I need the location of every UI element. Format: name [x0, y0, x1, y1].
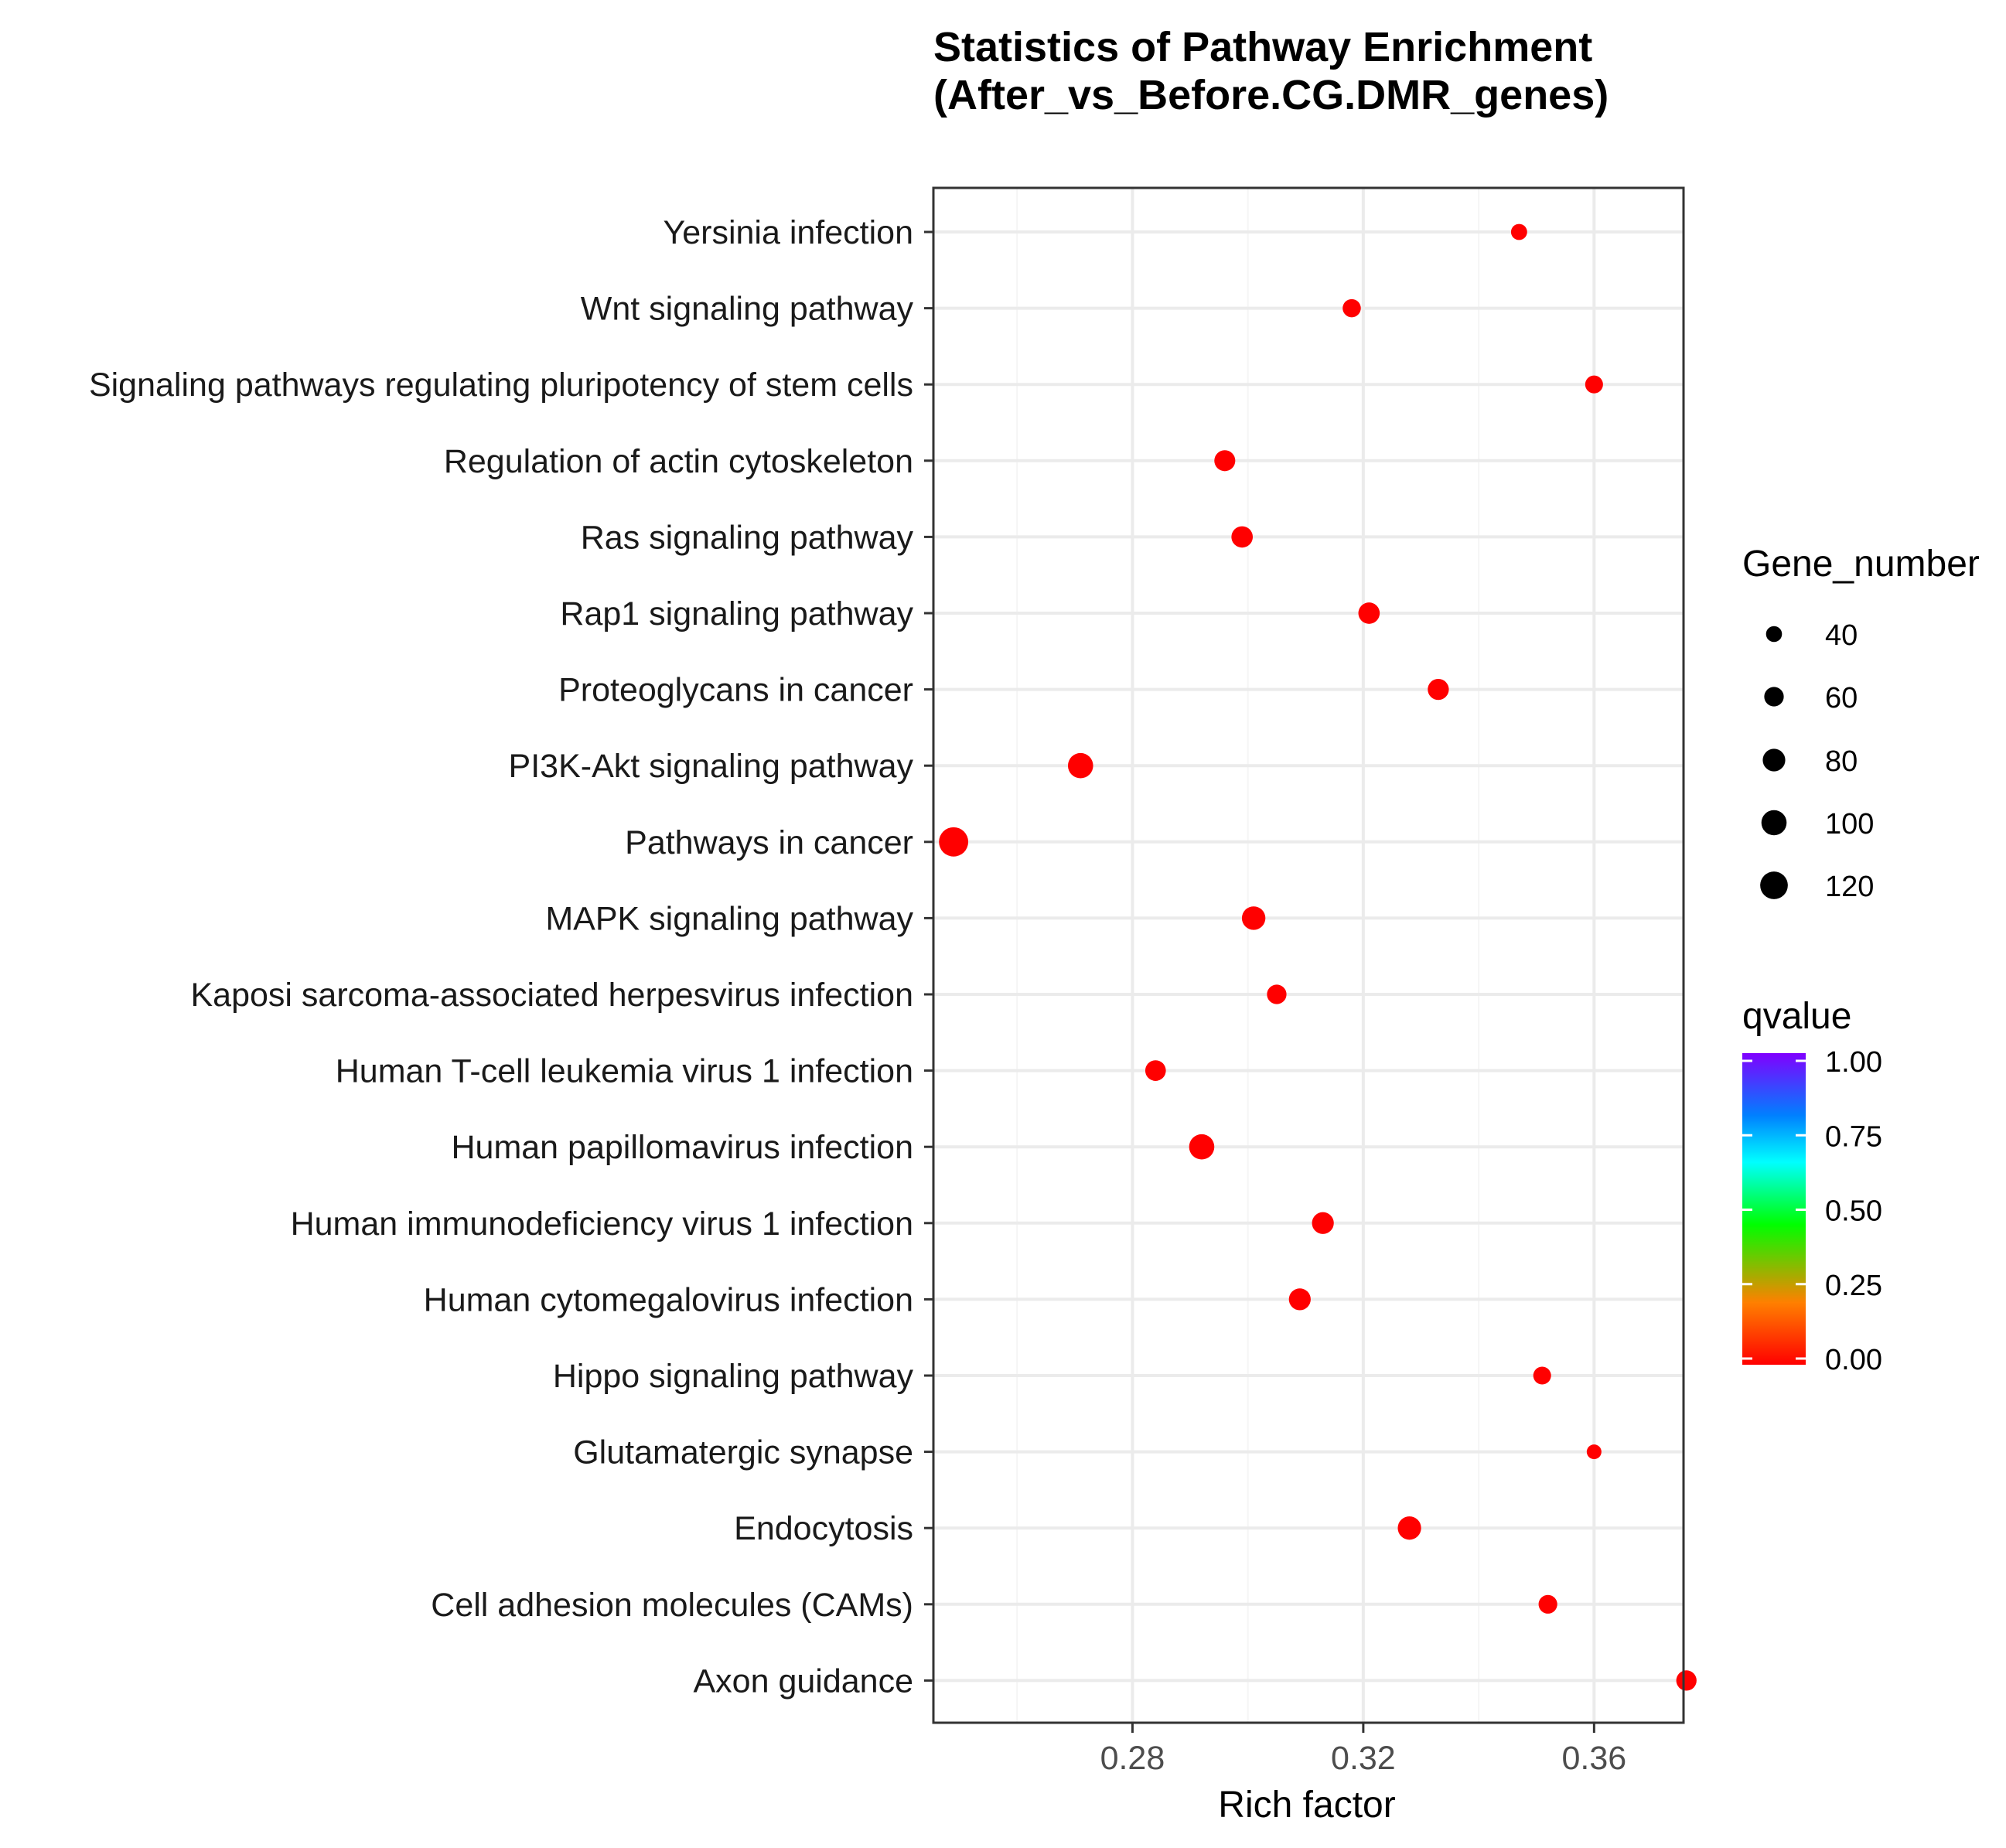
data-point [1342, 298, 1361, 318]
x-axis-title: Rich factor [1218, 1785, 1395, 1826]
size-legend-label: 60 [1825, 682, 1858, 714]
size-legend-key [1762, 748, 1786, 772]
y-tick-label: Endocytosis [734, 1510, 913, 1547]
y-tick-label: MAPK signaling pathway [545, 900, 913, 937]
y-axis: Yersinia infection Wnt signaling pathway S… [89, 214, 933, 1700]
chart-title: Statistics of Pathway Enrichment [933, 24, 1593, 70]
colorbar-label: 0.75 [1825, 1120, 1882, 1153]
chart-title-block: Statistics of Pathway Enrichment (After_… [933, 23, 1609, 119]
data-point [1214, 450, 1236, 472]
y-tick-label: PI3K-Akt signaling pathway [509, 748, 914, 785]
size-legend-label: 80 [1825, 745, 1858, 778]
y-tick-label: Cell adhesion molecules (CAMs) [431, 1587, 913, 1624]
colorbar-label: 0.25 [1825, 1270, 1882, 1302]
x-tick-label: 0.28 [1100, 1740, 1165, 1777]
y-tick-label: Signaling pathways regulating pluripoten… [89, 367, 913, 404]
y-tick-label: Proteoglycans in cancer [558, 672, 913, 709]
data-point [1397, 1516, 1421, 1540]
gene-number-legend-title: Gene_number [1742, 544, 1980, 585]
x-axis: 0.28 0.32 0.36 [1100, 1723, 1626, 1777]
data-point [1267, 984, 1287, 1004]
size-legend-label: 40 [1825, 619, 1858, 652]
data-point [1676, 1670, 1697, 1691]
data-point [1510, 223, 1527, 240]
data-point [1358, 602, 1380, 624]
data-point [1231, 526, 1254, 548]
size-legend-key [1764, 687, 1784, 707]
data-point [1428, 678, 1449, 701]
grid-lines [933, 188, 1684, 1723]
gene-number-legend: Gene_number 40 60 80 100 120 [1742, 544, 1980, 903]
data-points [939, 223, 1697, 1691]
data-point [1312, 1212, 1334, 1234]
y-tick-label: Human papillomavirus infection [451, 1129, 913, 1166]
colorbar-label: 0.00 [1825, 1344, 1882, 1376]
size-legend-key [1761, 810, 1787, 836]
colorbar-label: 0.50 [1825, 1195, 1882, 1228]
data-point [1585, 375, 1603, 394]
y-tick-label: Hippo signaling pathway [553, 1358, 914, 1395]
data-point [1145, 1060, 1166, 1081]
y-tick-label: Human cytomegalovirus infection [424, 1281, 913, 1318]
data-point [1288, 1288, 1311, 1311]
size-legend-label: 120 [1825, 871, 1874, 903]
x-tick-label: 0.32 [1331, 1740, 1396, 1777]
data-point [1533, 1366, 1551, 1385]
data-point [1067, 752, 1093, 779]
y-tick-label: Regulation of actin cytoskeleton [444, 443, 913, 480]
size-legend-label: 100 [1825, 808, 1874, 840]
y-tick-label: Human T-cell leukemia virus 1 infection [336, 1053, 913, 1090]
y-tick-label: Ras signaling pathway [581, 519, 914, 556]
chart-subtitle: (After_vs_Before.CG.DMR_genes) [933, 72, 1609, 118]
data-point [1538, 1594, 1557, 1614]
y-tick-label: Rap1 signaling pathway [560, 595, 913, 632]
qvalue-legend: qvalue 1.00 0.75 0.50 0.25 0.00 [1742, 996, 1882, 1376]
data-point [1241, 906, 1266, 930]
y-tick-label: Axon guidance [694, 1662, 914, 1700]
qvalue-legend-title: qvalue [1742, 996, 1851, 1037]
panel-border [932, 186, 1685, 1724]
y-tick-label: Yersinia infection [663, 214, 913, 251]
y-tick-label: Pathways in cancer [625, 824, 913, 861]
y-tick-label: Kaposi sarcoma-associated herpesvirus in… [190, 977, 913, 1014]
y-tick-label: Glutamatergic synapse [573, 1434, 913, 1471]
qvalue-colorbar [1742, 1053, 1806, 1365]
y-tick-label: Human immunodeficiency virus 1 infection [291, 1205, 913, 1243]
data-point [1586, 1444, 1602, 1460]
size-legend-key [1765, 626, 1783, 643]
size-legend-key [1760, 871, 1788, 899]
data-point [939, 827, 969, 857]
colorbar-label: 1.00 [1825, 1046, 1882, 1079]
data-point [1189, 1134, 1215, 1160]
y-tick-label: Wnt signaling pathway [581, 291, 914, 328]
x-tick-label: 0.36 [1561, 1740, 1626, 1777]
